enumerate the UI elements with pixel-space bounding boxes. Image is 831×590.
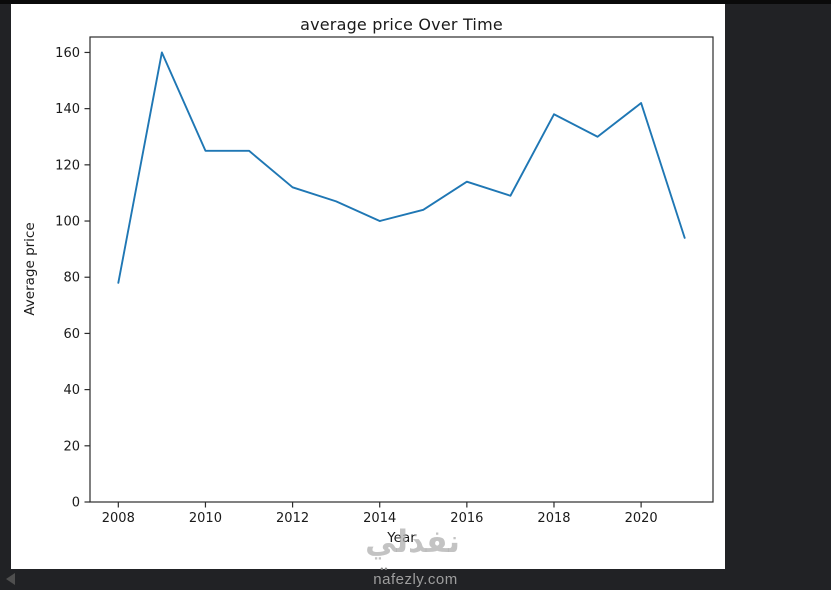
y-tick-label: 20 [63, 439, 80, 454]
y-tick-label: 160 [55, 46, 80, 61]
x-tick-label: 2020 [625, 511, 658, 526]
x-tick-label: 2016 [450, 511, 483, 526]
site-watermark-text: nafezly.com [373, 571, 458, 588]
x-tick-label: 2018 [537, 511, 570, 526]
x-tick-label: 2012 [276, 511, 309, 526]
chart-title: average price Over Time [300, 15, 503, 34]
y-axis-label: Average price [22, 222, 38, 316]
y-tick-label: 80 [63, 271, 80, 286]
x-axis-label: Year [387, 530, 416, 546]
top-border-strip [0, 0, 831, 4]
y-tick-label: 60 [63, 327, 80, 342]
data-line-average-price [117, 51, 686, 284]
logo-dots-icon: •• [380, 564, 389, 574]
matplotlib-figure: 2008 2010 2012 2014 2016 2018 2020 0 20 40 60 80 100… [11, 4, 725, 569]
y-tick-label: 140 [55, 102, 80, 117]
x-tick-label: 2010 [189, 511, 222, 526]
y-tick-label: 0 [72, 496, 80, 511]
y-tick-label: 40 [63, 383, 80, 398]
x-tick-label: 2008 [102, 511, 135, 526]
x-tick-label: 2014 [363, 511, 396, 526]
footer-bar: •• nafezly.com [0, 564, 831, 590]
y-tick-label: 120 [55, 158, 80, 173]
back-arrow-icon[interactable] [6, 573, 15, 585]
line-chart-canvas: 2008 2010 2012 2014 2016 2018 2020 0 20 40 60 80 100… [55, 36, 714, 526]
axes-border [89, 36, 714, 503]
y-tick-label: 100 [55, 215, 80, 230]
site-watermark: •• nafezly.com [373, 564, 458, 588]
